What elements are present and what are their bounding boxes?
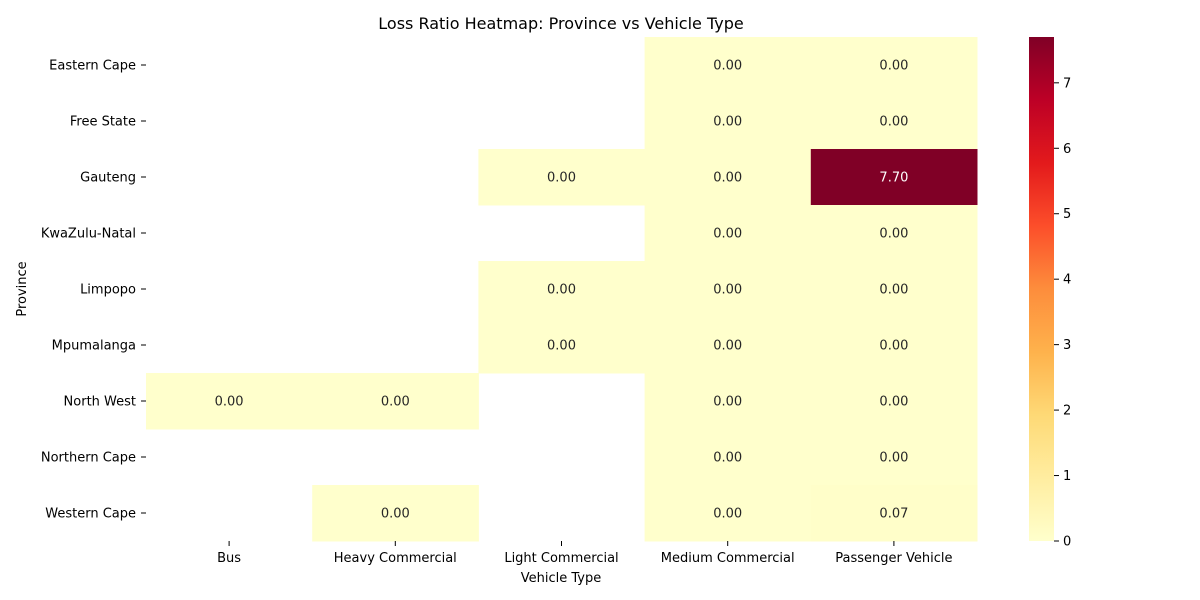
colorbar-tick-label: 1	[1063, 469, 1071, 484]
cell-value-label: 0.00	[713, 451, 742, 466]
colorbar-tick-label: 3	[1063, 338, 1071, 353]
colorbar	[1029, 37, 1054, 541]
heatmap-cell	[810, 261, 978, 318]
cell-value-label: 0.00	[879, 395, 908, 410]
cell-value-label: 0.07	[879, 507, 908, 522]
cell-value-label: 0.00	[879, 283, 908, 298]
colorbar-tick-label: 5	[1063, 207, 1071, 222]
cell-value-label: 0.00	[215, 395, 244, 410]
chart-title: Loss Ratio Heatmap: Province vs Vehicle …	[378, 14, 743, 33]
heatmap-cells	[146, 37, 978, 542]
y-tick-label: Free State	[70, 115, 136, 130]
cell-value-label: 0.00	[879, 339, 908, 354]
cell-value-label: 0.00	[547, 339, 576, 354]
heatmap-cell	[810, 317, 978, 374]
cell-value-label: 0.00	[547, 171, 576, 186]
heatmap-cell	[312, 485, 479, 542]
cell-value-label: 0.00	[879, 227, 908, 242]
heatmap-cell	[644, 93, 812, 150]
cell-value-label: 0.00	[713, 171, 742, 186]
cell-value-label: 0.00	[713, 507, 742, 522]
x-tick-label: Passenger Vehicle	[835, 551, 952, 566]
x-tick-label: Bus	[217, 551, 241, 566]
cell-value-label: 7.70	[879, 171, 908, 186]
cell-value-label: 0.00	[713, 283, 742, 298]
cell-value-label: 0.00	[879, 59, 908, 74]
colorbar-ticks: 0 1 2 3 4 5 6 7	[1054, 76, 1071, 550]
heatmap-cell	[810, 373, 978, 430]
heatmap-cell	[810, 149, 978, 206]
x-axis: Bus Heavy Commercial Light Commercial Mediu…	[217, 541, 953, 566]
colorbar-tick-label: 6	[1063, 142, 1071, 157]
cell-value-label: 0.00	[713, 227, 742, 242]
cell-value-labels: 0.00 0.00 0.00 0.00 0.00 0.00 7.70 0.00 0.00 0.00…	[215, 59, 909, 522]
y-tick-label: North West	[64, 395, 136, 410]
heatmap-cell	[810, 205, 978, 262]
x-tick-label: Medium Commercial	[661, 551, 795, 566]
cell-value-label: 0.00	[381, 507, 410, 522]
y-tick-label: Limpopo	[80, 283, 136, 298]
y-tick-label: Gauteng	[80, 171, 136, 186]
heatmap-cell	[644, 205, 812, 262]
heatmap-cell	[478, 317, 646, 374]
colorbar-tick-label: 0	[1063, 535, 1071, 550]
heatmap-cell	[644, 429, 812, 486]
cell-value-label: 0.00	[713, 339, 742, 354]
heatmap-cell	[644, 485, 812, 542]
cell-value-label: 0.00	[547, 283, 576, 298]
colorbar-tick-label: 2	[1063, 404, 1071, 419]
colorbar-tick-label: 4	[1063, 273, 1071, 288]
heatmap-cell	[644, 373, 812, 430]
y-tick-label: Western Cape	[45, 507, 136, 522]
y-tick-label: Northern Cape	[41, 451, 136, 466]
heatmap-cell	[644, 37, 812, 94]
heatmap-cell	[810, 93, 978, 150]
cell-value-label: 0.00	[713, 59, 742, 74]
heatmap-cell	[810, 485, 978, 542]
heatmap-cell	[312, 373, 479, 430]
cell-value-label: 0.00	[381, 395, 410, 410]
heatmap-cell	[478, 261, 646, 318]
colorbar-tick-label: 7	[1063, 76, 1071, 91]
y-axis: Eastern Cape Free State Gauteng KwaZulu-Nat…	[41, 59, 146, 522]
heatmap-cell	[810, 429, 978, 486]
cell-value-label: 0.00	[713, 115, 742, 130]
y-tick-label: KwaZulu-Natal	[41, 227, 136, 242]
y-tick-label: Eastern Cape	[49, 59, 136, 74]
y-axis-label: Province	[15, 261, 30, 316]
y-tick-label: Mpumalanga	[52, 339, 136, 354]
heatmap-cell	[810, 37, 978, 94]
x-tick-label: Heavy Commercial	[334, 551, 457, 566]
x-axis-label: Vehicle Type	[521, 571, 601, 586]
cell-value-label: 0.00	[713, 395, 742, 410]
x-tick-label: Light Commercial	[504, 551, 618, 566]
heatmap-cell	[478, 149, 646, 206]
heatmap-cell	[644, 261, 812, 318]
cell-value-label: 0.00	[879, 115, 908, 130]
heatmap-cell	[644, 317, 812, 374]
cell-value-label: 0.00	[879, 451, 908, 466]
heatmap-cell	[146, 373, 313, 430]
heatmap-cell	[644, 149, 812, 206]
